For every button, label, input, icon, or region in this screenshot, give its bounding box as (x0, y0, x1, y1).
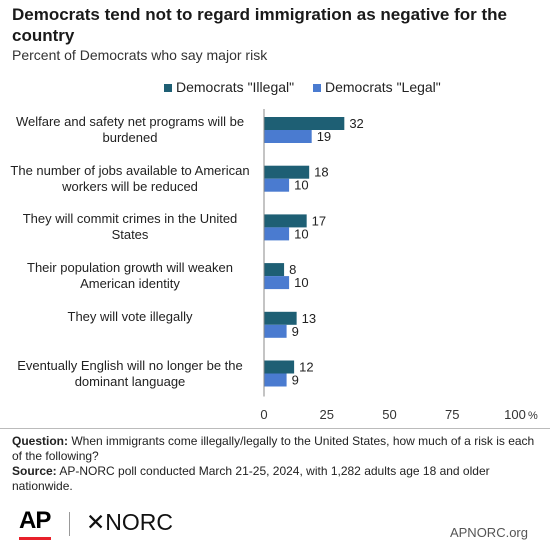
data-label-legal-3: 10 (294, 275, 308, 290)
data-label-illegal-2: 17 (312, 213, 326, 228)
logo-separator (69, 512, 70, 536)
legend: Democrats "Illegal" Democrats "Legal" (0, 78, 550, 98)
data-label-legal-1: 10 (294, 178, 308, 193)
x-tick-label-3: 75 (445, 407, 459, 422)
category-label-2: They will commit crimes in the United St… (22, 211, 238, 243)
question-note: Question: When immigrants come illegally… (12, 434, 542, 464)
data-label-legal-0: 19 (317, 129, 331, 144)
bar-legal-5 (264, 373, 287, 387)
bar-illegal-0 (264, 117, 345, 130)
question-text: When immigrants come illegally/legally t… (12, 434, 535, 463)
x-axis-unit: % (528, 410, 538, 422)
category-label-3: Their population growth will weaken Amer… (27, 260, 233, 292)
norc-mark-icon: ✕ (86, 509, 106, 535)
bar-legal-2 (264, 227, 290, 241)
chart-subtitle: Percent of Democrats who say major risk (12, 47, 268, 63)
norc-logo: ✕NORC (86, 509, 173, 535)
bar-illegal-1 (264, 165, 310, 179)
bar-illegal-3 (264, 263, 285, 277)
x-tick-label-4: 100 (504, 407, 526, 422)
norc-wordmark: NORC (105, 509, 174, 535)
legend-label-illegal: Democrats "Illegal" (176, 79, 295, 95)
bar-legal-4 (264, 324, 287, 338)
data-label-illegal-3: 8 (289, 262, 296, 277)
bar-illegal-4 (264, 311, 297, 325)
data-label-legal-5: 9 (292, 373, 299, 388)
legend-swatch-illegal (164, 84, 172, 92)
data-label-illegal-4: 13 (302, 311, 316, 326)
x-tick-label-2: 50 (382, 407, 396, 422)
category-label-1: The number of jobs available to American… (10, 162, 250, 194)
x-tick-label-0: 0 (260, 407, 267, 422)
chart-notes: Question: When immigrants come illegally… (12, 434, 542, 494)
category-label-0: Welfare and safety net programs will be … (15, 114, 245, 145)
source-label: Source: (12, 464, 57, 478)
x-tick-label-1: 25 (320, 407, 334, 422)
data-label-legal-4: 9 (292, 324, 299, 339)
source-text: AP-NORC poll conducted March 21-25, 2024… (12, 464, 490, 493)
chart-title: Democrats tend not to regard immigration… (12, 5, 507, 45)
category-label-5: Eventually English will no longer be the… (17, 357, 243, 389)
data-label-legal-2: 10 (294, 226, 308, 241)
question-label: Question: (12, 434, 68, 448)
bar-legal-1 (264, 178, 290, 192)
source-note: Source: AP-NORC poll conducted March 21-… (12, 464, 542, 494)
site-link[interactable]: APNORC.org (449, 525, 528, 540)
legend-swatch-legal (313, 84, 321, 92)
data-label-illegal-0: 32 (349, 116, 363, 131)
bar-illegal-2 (264, 214, 307, 228)
bar-illegal-5 (264, 360, 295, 374)
ap-logo-underline (19, 537, 51, 540)
category-label-4: They will vote illegally (67, 308, 193, 324)
bar-legal-0 (264, 130, 312, 143)
data-label-illegal-1: 18 (314, 165, 328, 180)
divider (0, 428, 550, 429)
ap-logo: AP (19, 507, 51, 534)
data-label-illegal-5: 12 (299, 360, 313, 375)
bar-legal-3 (264, 276, 290, 290)
legend-label-legal: Democrats "Legal" (325, 79, 441, 95)
